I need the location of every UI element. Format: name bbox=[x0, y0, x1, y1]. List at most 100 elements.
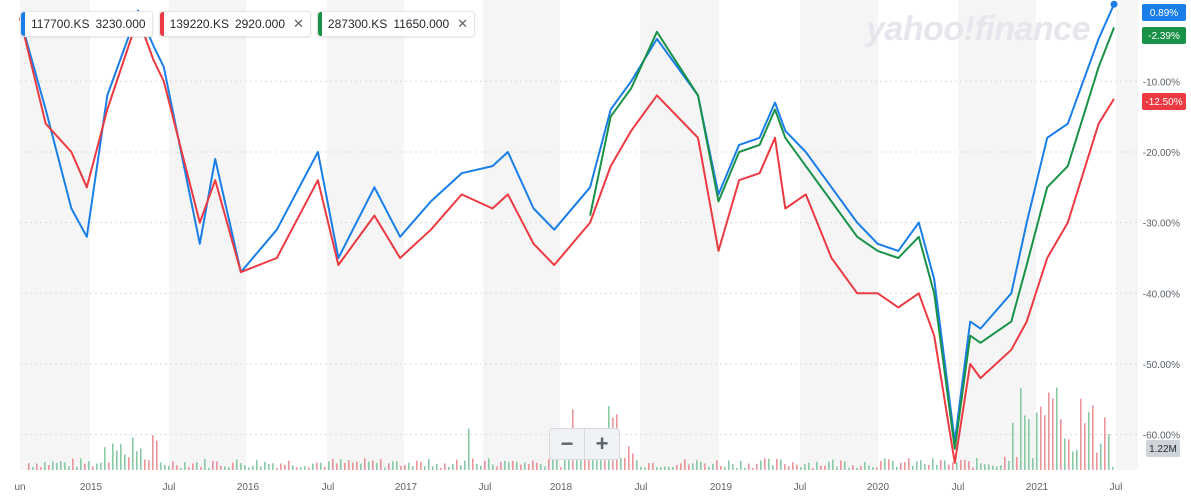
volume-bar bbox=[448, 466, 450, 470]
volume-bar bbox=[56, 463, 58, 470]
volume-bar bbox=[896, 466, 898, 470]
legend-swatch bbox=[159, 12, 164, 36]
volume-bar bbox=[428, 459, 430, 470]
volume-bar bbox=[1096, 452, 1098, 470]
volume-bar bbox=[420, 462, 422, 470]
volume-bar bbox=[672, 466, 674, 470]
series-line-139220.KS bbox=[19, 16, 1115, 464]
volume-bar bbox=[1008, 460, 1010, 470]
volume-bar bbox=[760, 460, 762, 470]
legend-ticker: 287300.KS bbox=[327, 17, 388, 31]
volume-bar bbox=[704, 463, 706, 470]
volume-bar bbox=[956, 462, 958, 470]
legend-item[interactable]: 117700.KS 3230.000 bbox=[20, 11, 153, 37]
volume-bar bbox=[512, 460, 514, 470]
close-icon[interactable]: ✕ bbox=[293, 16, 304, 31]
volume-bar bbox=[304, 466, 306, 470]
volume-bar bbox=[912, 465, 914, 470]
volume-bar bbox=[764, 458, 766, 470]
volume-bar bbox=[1080, 398, 1082, 470]
volume-bar bbox=[468, 428, 470, 470]
legend-item[interactable]: 287300.KS 11650.000 ✕ bbox=[316, 11, 476, 37]
volume-bar bbox=[1060, 419, 1062, 470]
x-tick-label: Jul bbox=[952, 482, 965, 493]
volume-bar bbox=[780, 459, 782, 470]
volume-bar bbox=[696, 460, 698, 470]
volume-bar bbox=[532, 460, 534, 470]
time-band bbox=[483, 0, 560, 470]
volume-bar bbox=[984, 464, 986, 470]
volume-bar bbox=[812, 467, 814, 470]
volume-bar bbox=[524, 462, 526, 470]
volume-bar bbox=[380, 459, 382, 470]
volume-bar bbox=[508, 462, 510, 470]
end-badge-box bbox=[1142, 93, 1186, 110]
close-icon[interactable]: ✕ bbox=[457, 16, 469, 31]
volume-bar bbox=[196, 462, 198, 470]
volume-bar bbox=[232, 462, 234, 470]
volume-bar bbox=[964, 459, 966, 470]
volume-bar bbox=[1028, 419, 1030, 470]
volume-bar bbox=[932, 458, 934, 470]
volume-bar bbox=[1004, 456, 1006, 470]
volume-bar bbox=[100, 462, 102, 470]
volume-bar bbox=[208, 467, 210, 470]
volume-bar bbox=[1052, 398, 1054, 470]
y-tick-label: -50.00% bbox=[1143, 360, 1180, 371]
zoom-in-button[interactable]: + bbox=[585, 428, 620, 460]
volume-bar bbox=[784, 464, 786, 470]
volume-bar bbox=[124, 454, 126, 470]
legend-swatch bbox=[317, 12, 322, 36]
volume-bar bbox=[560, 467, 562, 470]
volume-bar bbox=[996, 466, 998, 470]
volume-bar bbox=[324, 466, 326, 470]
legend-item[interactable]: 139220.KS 2920.000 ✕ bbox=[158, 11, 311, 37]
volume-bar bbox=[1104, 417, 1106, 470]
volume-bar bbox=[476, 463, 478, 470]
volume-bar bbox=[472, 458, 474, 470]
volume-bar bbox=[492, 464, 494, 470]
volume-bar bbox=[908, 458, 910, 470]
volume-bar bbox=[668, 466, 670, 470]
volume-bar bbox=[788, 466, 790, 470]
volume-bar bbox=[876, 467, 878, 470]
volume-bar bbox=[392, 461, 394, 470]
volume-bar bbox=[904, 462, 906, 470]
volume-bar bbox=[408, 462, 410, 470]
volume-bar bbox=[200, 466, 202, 470]
volume-bar bbox=[360, 463, 362, 470]
volume-bar bbox=[772, 464, 774, 470]
end-badge: -2.39% bbox=[1142, 27, 1186, 44]
volume-bar bbox=[748, 463, 750, 470]
volume-bar bbox=[968, 461, 970, 470]
volume-bar bbox=[1000, 465, 1002, 470]
x-tick-label: Jul bbox=[322, 482, 335, 493]
volume-bar bbox=[312, 463, 314, 470]
volume-bar bbox=[220, 465, 222, 470]
volume-bar bbox=[188, 467, 190, 470]
volume-bar bbox=[152, 435, 154, 470]
volume-bar bbox=[432, 466, 434, 470]
volume-bar bbox=[132, 437, 134, 470]
volume-bar bbox=[52, 461, 54, 470]
volume-bar bbox=[940, 459, 942, 470]
time-band bbox=[20, 0, 90, 470]
volume-bar bbox=[204, 459, 206, 470]
volume-bar bbox=[176, 465, 178, 470]
zoom-out-button[interactable]: − bbox=[549, 428, 585, 460]
volume-bar bbox=[260, 466, 262, 470]
volume-bar bbox=[180, 467, 182, 470]
volume-bar bbox=[136, 451, 138, 470]
legend: 117700.KS 3230.000 139220.KS 2920.000 ✕ 28730… bbox=[20, 11, 476, 37]
volume-bar bbox=[888, 459, 890, 470]
volume-bar bbox=[868, 465, 870, 470]
time-band bbox=[800, 0, 878, 470]
volume-bar bbox=[316, 462, 318, 470]
volume-bar bbox=[212, 460, 214, 470]
volume-bar bbox=[172, 461, 174, 470]
volume-bar bbox=[216, 461, 218, 470]
volume-bar bbox=[920, 460, 922, 470]
x-tick-label: un bbox=[14, 482, 25, 493]
